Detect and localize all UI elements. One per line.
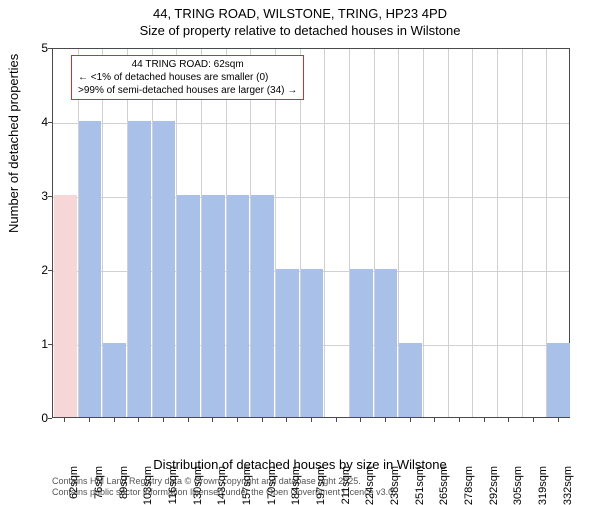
histogram-bar — [547, 343, 570, 417]
histogram-chart: 44, TRING ROAD, WILSTONE, TRING, HP23 4P… — [0, 0, 600, 500]
histogram-bar — [202, 195, 225, 417]
x-tick-label: 305sqm — [512, 466, 524, 505]
histogram-bar — [128, 121, 151, 417]
histogram-bar — [399, 343, 422, 417]
histogram-bar — [276, 269, 299, 417]
annotation-line: 44 TRING ROAD: 62sqm — [78, 58, 297, 71]
x-tick-label: 319sqm — [537, 466, 549, 505]
annotation-line: >99% of semi-detached houses are larger … — [78, 84, 297, 97]
title-primary: 44, TRING ROAD, WILSTONE, TRING, HP23 4P… — [0, 6, 600, 23]
y-tick-label: 5 — [38, 41, 48, 55]
y-axis-label: Number of detached properties — [6, 54, 21, 233]
x-tick-label: 184sqm — [290, 466, 302, 505]
x-tick-label: 170sqm — [266, 466, 278, 505]
y-tick-label: 4 — [38, 115, 48, 129]
x-tick-label: 278sqm — [463, 466, 475, 505]
x-tick-label: 143sqm — [216, 466, 228, 505]
y-tick-label: 2 — [38, 263, 48, 277]
x-tick-label: 62sqm — [68, 466, 80, 499]
histogram-bar — [350, 269, 373, 417]
histogram-bar — [153, 121, 176, 417]
y-tick-label: 0 — [38, 411, 48, 425]
x-tick-label: 211sqm — [340, 466, 352, 504]
x-tick-label: 224sqm — [364, 466, 376, 505]
histogram-bar — [177, 195, 200, 417]
title-secondary: Size of property relative to detached ho… — [0, 23, 600, 40]
x-tick-label: 332sqm — [562, 466, 574, 505]
x-tick-label: 238sqm — [389, 466, 401, 505]
y-tick-label: 3 — [38, 189, 48, 203]
x-tick-label: 116sqm — [167, 466, 179, 504]
x-tick-label: 89sqm — [118, 466, 130, 499]
histogram-bar — [251, 195, 274, 417]
x-tick-label: 130sqm — [192, 466, 204, 505]
chart-titles: 44, TRING ROAD, WILSTONE, TRING, HP23 4P… — [0, 0, 600, 40]
annotation-box: 44 TRING ROAD: 62sqm← <1% of detached ho… — [71, 55, 304, 100]
x-tick-label: 157sqm — [241, 466, 253, 505]
x-tick-label: 103sqm — [142, 466, 154, 505]
x-tick-label: 265sqm — [438, 466, 450, 505]
x-tick-label: 197sqm — [315, 466, 327, 505]
histogram-bar — [54, 195, 77, 417]
annotation-line: ← <1% of detached houses are smaller (0) — [78, 71, 297, 84]
histogram-bar — [79, 121, 102, 417]
histogram-bar — [375, 269, 398, 417]
x-tick-label: 76sqm — [93, 466, 105, 499]
histogram-bar — [227, 195, 250, 417]
x-tick-label: 292sqm — [488, 466, 500, 505]
x-tick-label: 251sqm — [414, 466, 426, 505]
histogram-bar — [301, 269, 324, 417]
histogram-bar — [103, 343, 126, 417]
plot-area: 44 TRING ROAD: 62sqm← <1% of detached ho… — [52, 48, 570, 418]
y-tick-label: 1 — [38, 337, 48, 351]
